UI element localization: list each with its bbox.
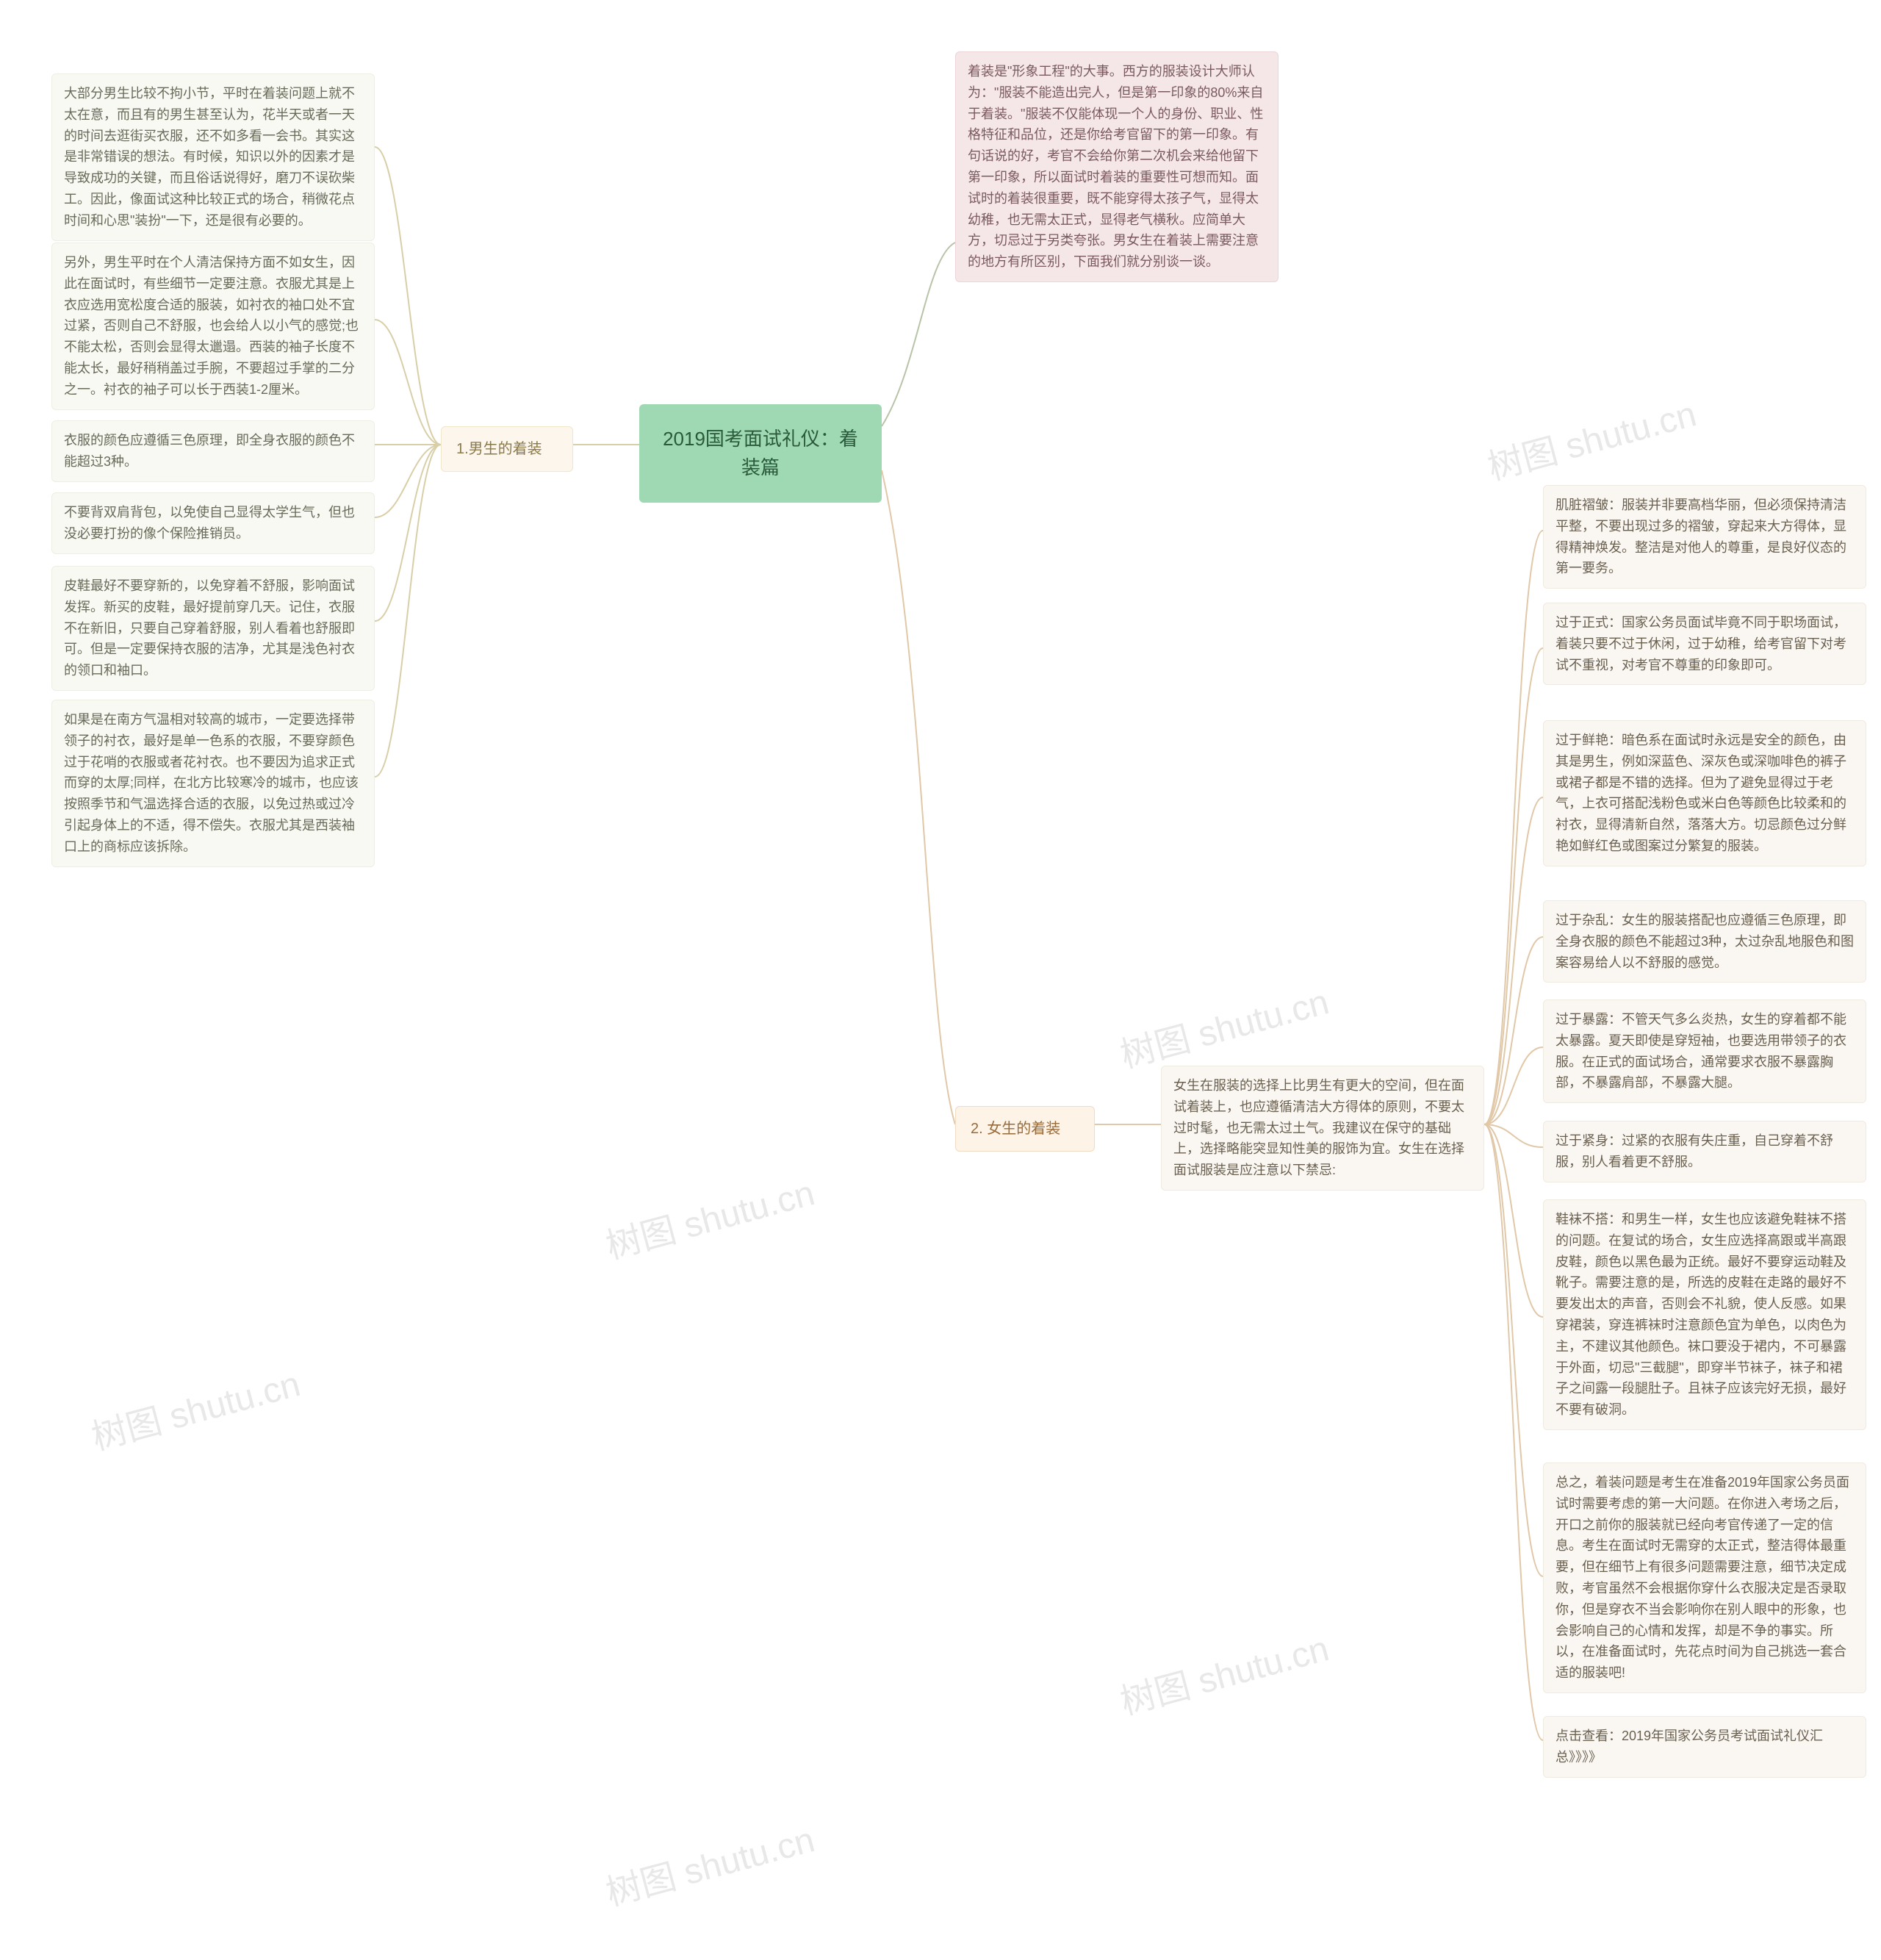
watermark: 树图 shutu.cn <box>1481 385 1701 490</box>
female-sub[interactable]: 女生在服装的选择上比男生有更大的空间，但在面试着装上，也应遵循清洁大方得体的原则… <box>1161 1066 1484 1191</box>
female-leaf[interactable]: 肌脏褶皱：服装并非要高档华丽，但必须保持清洁平整，不要出现过多的褶皱，穿起来大方… <box>1543 485 1866 589</box>
male-leaf[interactable]: 如果是在南方气温相对较高的城市，一定要选择带领子的衬衣，最好是单一色系的衣服，不… <box>51 700 375 867</box>
watermark: 树图 shutu.cn <box>600 1811 819 1916</box>
branch-male[interactable]: 1.男生的着装 <box>441 426 573 472</box>
intro-node[interactable]: 着装是"形象工程"的大事。西方的服装设计大师认为："服装不能造出完人，但是第一印… <box>955 51 1278 282</box>
root-node[interactable]: 2019国考面试礼仪：着装篇 <box>639 404 882 503</box>
male-leaf[interactable]: 衣服的颜色应遵循三色原理，即全身衣服的颜色不能超过3种。 <box>51 420 375 482</box>
female-leaf[interactable]: 鞋袜不搭：和男生一样，女生也应该避免鞋袜不搭的问题。在复试的场合，女生应选择高跟… <box>1543 1199 1866 1430</box>
male-leaf[interactable]: 不要背双肩背包，以免使自己显得太学生气，但也没必要打扮的像个保险推销员。 <box>51 492 375 554</box>
branch-female[interactable]: 2. 女生的着装 <box>955 1106 1095 1152</box>
male-leaf[interactable]: 皮鞋最好不要穿新的，以免穿着不舒服，影响面试发挥。新买的皮鞋，最好提前穿几天。记… <box>51 566 375 691</box>
watermark: 树图 shutu.cn <box>1114 1620 1334 1725</box>
watermark: 树图 shutu.cn <box>1114 973 1334 1078</box>
female-leaf[interactable]: 过于暴露：不管天气多么炎热，女生的穿着都不能太暴露。夏天即使是穿短袖，也要选用带… <box>1543 999 1866 1103</box>
mindmap-canvas: 树图 shutu.cn 树图 shutu.cn 树图 shutu.cn 树图 s… <box>0 0 1881 1960</box>
male-leaf[interactable]: 另外，男生平时在个人清洁保持方面不如女生，因此在面试时，有些细节一定要注意。衣服… <box>51 243 375 410</box>
female-leaf[interactable]: 过于杂乱：女生的服装搭配也应遵循三色原理，即全身衣服的颜色不能超过3种，太过杂乱… <box>1543 900 1866 983</box>
female-leaf[interactable]: 总之，着装问题是考生在准备2019年国家公务员面试时需要考虑的第一大问题。在你进… <box>1543 1462 1866 1693</box>
watermark: 树图 shutu.cn <box>600 1164 819 1269</box>
female-leaf[interactable]: 过于鲜艳：暗色系在面试时永远是安全的颜色，由其是男生，例如深蓝色、深灰色或深咖啡… <box>1543 720 1866 866</box>
female-leaf[interactable]: 点击查看：2019年国家公务员考试面试礼仪汇总》》》》 <box>1543 1716 1866 1778</box>
watermark: 树图 shutu.cn <box>85 1355 305 1460</box>
male-leaf[interactable]: 大部分男生比较不拘小节，平时在着装问题上就不太在意，而且有的男生甚至认为，花半天… <box>51 73 375 241</box>
female-leaf[interactable]: 过于正式：国家公务员面试毕竟不同于职场面试，着装只要不过于休闲，过于幼稚，给考官… <box>1543 603 1866 685</box>
female-leaf[interactable]: 过于紧身：过紧的衣服有失庄重，自己穿着不舒服，别人看着更不舒服。 <box>1543 1121 1866 1182</box>
